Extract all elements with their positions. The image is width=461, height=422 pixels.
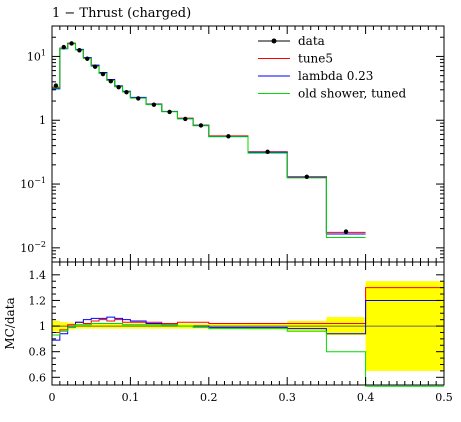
main-y-tick-label: 1 [39,114,46,127]
main-y-tick-label: 101 [27,48,46,63]
data-point [136,96,140,100]
data-point [199,123,203,127]
data-point [69,41,73,45]
ratio-panel-band [52,281,444,371]
x-tick-label: 0 [49,391,56,404]
data-point [93,65,97,69]
data-point [226,134,230,138]
data-point [152,103,156,107]
data-point [85,57,89,61]
legend-marker [272,39,277,44]
data-point [183,117,187,121]
data-point [101,72,105,76]
data-point [344,229,348,233]
chart-title: 1 − Thrust (charged) [52,6,191,21]
ratio-y-tick-label: 1.4 [29,269,47,282]
legend-label-lambda-0-23: lambda 0.23 [298,69,373,83]
data-point [54,83,58,87]
x-tick-label: 0.5 [435,391,453,404]
x-tick-label: 0.2 [200,391,218,404]
ratio-y-tick-label: 1 [39,320,46,333]
data-point [109,79,113,83]
x-tick-label: 0.4 [357,391,375,404]
legend-label-data: data [298,34,325,48]
ratio-y-axis-label: MC/data [3,297,17,349]
legend-label-old-shower-tuned: old shower, tuned [298,87,406,101]
ratio-y-tick-label: 1.2 [29,294,47,307]
data-point [116,85,120,89]
main-y-tick-label: 10−2 [20,240,46,255]
ratio-y-tick-label: 0.8 [29,346,47,359]
main-panel-ticks: 101 1 10−1 10−2 [20,26,444,262]
x-tick-label: 0.3 [278,391,296,404]
legend: data tune5 lambda 0.23 old shower, tuned [258,34,406,101]
data-point [167,110,171,114]
data-point [77,48,81,52]
data-point [124,90,128,94]
data-point [62,45,66,49]
main-y-tick-label: 10−1 [20,176,46,191]
data-point [265,150,269,154]
legend-label-tune5: tune5 [298,52,333,66]
data-point [305,175,309,179]
x-tick-label: 0.1 [122,391,140,404]
ratio-y-tick-label: 0.6 [29,371,47,384]
